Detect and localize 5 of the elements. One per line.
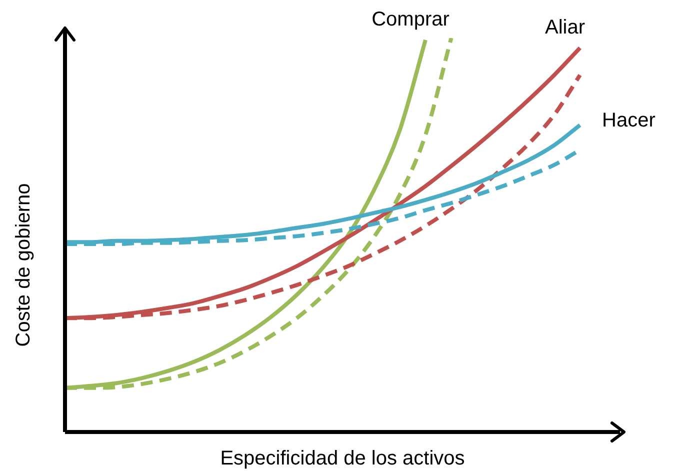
series-label: Hacer <box>602 110 656 132</box>
series-label: Comprar <box>372 8 450 30</box>
x-axis-title: Especificidad de los activos <box>220 448 465 470</box>
y-axis-title: Coste de gobierno <box>12 183 35 347</box>
series-label: Aliar <box>544 16 586 38</box>
